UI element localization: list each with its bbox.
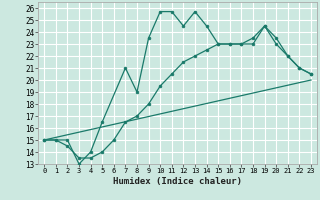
X-axis label: Humidex (Indice chaleur): Humidex (Indice chaleur) [113, 177, 242, 186]
